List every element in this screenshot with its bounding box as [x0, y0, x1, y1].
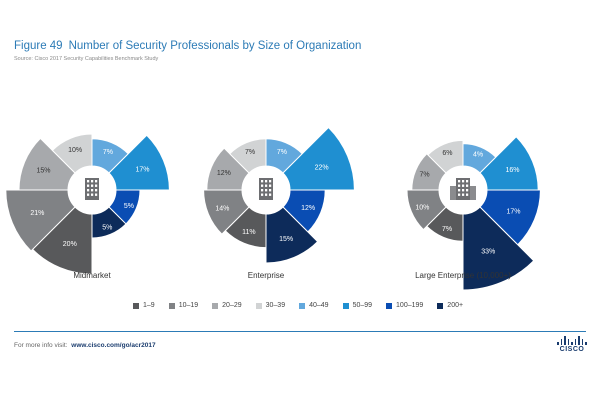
segment-label-2-1: 10%	[415, 204, 429, 211]
legend-swatch	[212, 302, 219, 309]
chart-source: Source: Cisco 2017 Security Capabilities…	[14, 56, 159, 62]
segment-label-2-7: 33%	[481, 248, 495, 255]
legend-swatch	[386, 302, 393, 309]
polar-chart-1: 11% 14% 12% 7% 7% 22% 12% 15%	[203, 126, 355, 264]
segment-label-2-0: 7%	[442, 226, 452, 233]
legend-label: 40–49	[309, 302, 329, 309]
segment-2-3	[427, 139, 464, 174]
chart-title: Figure 49 Number of Security Professional…	[14, 40, 361, 52]
segment-label-1-0: 11%	[242, 229, 256, 236]
legend-label: 30–39	[265, 302, 286, 309]
building-icon	[259, 178, 273, 200]
legend-item: 10–19	[168, 302, 199, 309]
chart-legend: 1–9 10–19 20–29 30–39 40–49 50–99 100–199 200+	[133, 302, 463, 309]
segment-label-1-2: 12%	[217, 170, 231, 177]
legend-label: 10–19	[178, 302, 199, 309]
footer-text: For more info visit: www.cisco.com/go/ac…	[14, 342, 156, 349]
segment-label-1-3: 7%	[245, 149, 255, 156]
segment-label-1-4: 7%	[277, 149, 287, 156]
polar-chart-2: 7% 10% 7% 6% 4% 16% 17% 33%	[406, 136, 541, 291]
footer-prefix: For more info visit:	[14, 342, 68, 349]
segment-label-0-7: 5%	[102, 224, 112, 231]
building-icon	[85, 178, 99, 200]
segment-label-0-4: 7%	[103, 149, 113, 156]
legend-swatch	[299, 302, 306, 309]
segment-label-0-3: 10%	[68, 147, 82, 154]
footer-link[interactable]: www.cisco.com/go/acr2017	[71, 342, 156, 349]
cisco-bars-icon	[555, 336, 589, 345]
segment-label-2-2: 7%	[420, 172, 430, 179]
legend-item: 100–199	[386, 302, 423, 309]
legend-label: 100–199	[396, 302, 424, 309]
segment-label-1-5: 22%	[315, 164, 329, 171]
segment-0-7	[91, 206, 127, 239]
segment-label-0-5: 17%	[136, 167, 150, 174]
legend-swatch	[133, 302, 139, 309]
legend-label: 1–9	[143, 302, 155, 309]
segment-label-2-4: 4%	[473, 151, 483, 158]
legend-swatch	[437, 302, 444, 309]
cisco-wordmark: CISCO	[559, 346, 585, 353]
legend-item: 200+	[437, 302, 463, 309]
legend-swatch	[168, 302, 175, 309]
panel-label-0: Midmarket	[73, 271, 111, 280]
legend-label: 200+	[447, 302, 464, 309]
legend-item: 40–49	[299, 302, 329, 309]
segment-label-0-0: 20%	[63, 241, 77, 248]
segment-label-1-6: 12%	[301, 205, 315, 212]
segment-label-0-2: 15%	[36, 167, 50, 174]
legend-item: 30–39	[255, 302, 286, 309]
cisco-logo: CISCO	[555, 336, 589, 358]
figure-title: Number of Security Professionals by Size…	[68, 40, 362, 52]
legend-label: 50–99	[352, 302, 373, 309]
charts-canvas: 20% 21% 15% 10% 7% 17% 5% 5% Midmarket 11% 14% 12% 7…	[5, 126, 541, 291]
legend-label: 20–29	[222, 302, 242, 309]
figure-number: Figure 49	[14, 40, 63, 52]
legend-swatch	[255, 302, 262, 309]
segment-label-2-6: 17%	[507, 208, 521, 215]
footer-divider	[14, 331, 586, 332]
segment-label-1-7: 15%	[279, 236, 293, 243]
polar-chart-0: 20% 21% 15% 10% 7% 17% 5% 5%	[5, 133, 170, 275]
panel-label-1: Enterprise	[248, 271, 285, 280]
legend-item: 50–99	[342, 302, 373, 309]
segment-label-0-6: 5%	[124, 203, 134, 210]
segment-label-0-1: 21%	[30, 210, 44, 217]
segment-label-1-1: 14%	[215, 206, 229, 213]
legend-swatch	[342, 302, 349, 309]
panel-label-2: Large Enterprise (10,000+)	[415, 271, 511, 280]
segment-label-2-5: 16%	[506, 167, 520, 174]
legend-item: 1–9	[133, 302, 155, 309]
legend-item: 20–29	[212, 302, 242, 309]
segment-2-2	[411, 153, 447, 191]
building-icon	[450, 178, 476, 200]
segment-label-2-3: 6%	[442, 150, 452, 157]
